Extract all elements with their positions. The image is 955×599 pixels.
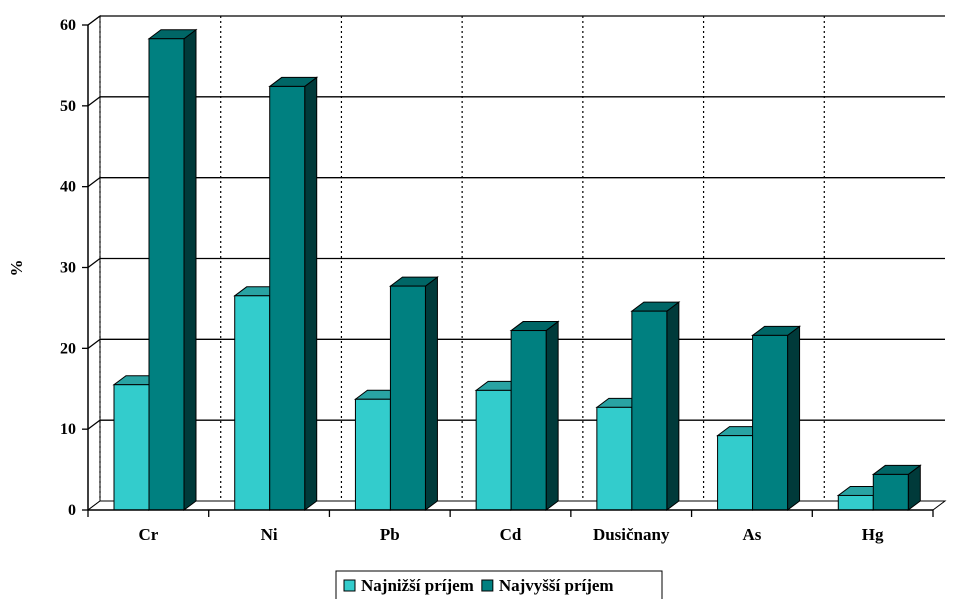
gridline-side <box>87 338 101 349</box>
bar-front <box>631 310 668 511</box>
y-axis-title: % <box>7 260 26 277</box>
bar-front <box>113 384 150 511</box>
bar-front <box>354 398 391 511</box>
bar <box>871 464 922 511</box>
gridline-side <box>87 177 101 188</box>
bar-front <box>872 473 909 511</box>
y-tick-label: 40 <box>60 179 76 196</box>
bar-side <box>183 28 197 511</box>
legend-item: Najvyšší príjem <box>481 576 614 595</box>
bar-front <box>269 85 306 511</box>
legend-label: Najvyšší príjem <box>499 576 614 595</box>
gridline-side <box>87 419 101 430</box>
bar <box>630 301 681 511</box>
bar-front <box>148 38 185 511</box>
bar-front <box>837 494 874 511</box>
bar <box>509 320 560 511</box>
y-tick-label: 10 <box>60 421 76 438</box>
y-tick-label: 30 <box>60 260 76 277</box>
bar-front <box>475 389 512 511</box>
x-tick-label: Hg <box>862 525 884 544</box>
bar-side <box>545 320 559 511</box>
legend-swatch <box>481 579 494 592</box>
axes <box>82 24 934 517</box>
x-tick-label: Ni <box>261 525 278 544</box>
bar-front <box>752 334 789 511</box>
legend-box <box>335 570 663 599</box>
bar-side <box>787 325 801 511</box>
x-category-labels: Cr Ni Pb Cd Dusičnany As Hg <box>138 525 884 544</box>
gridline-side <box>87 96 101 107</box>
bar-side <box>304 76 318 511</box>
y-tick-labels: 0 10 20 30 40 50 60 <box>60 17 76 519</box>
y-tick-label: 50 <box>60 98 76 115</box>
legend: Najnižší príjem Najvyšší príjem <box>335 570 663 599</box>
bar <box>147 28 198 511</box>
bars <box>112 28 922 511</box>
x-tick-label: Dusičnany <box>593 525 670 544</box>
bar-front <box>510 330 547 511</box>
x-tick-label: Pb <box>380 525 400 544</box>
bar <box>751 325 802 511</box>
gridline-side <box>87 257 101 269</box>
legend-label: Najnižší príjem <box>361 576 474 595</box>
x-tick-label: As <box>742 525 761 544</box>
bar-side <box>424 276 438 511</box>
bar-front <box>717 435 754 511</box>
x-tick-label: Cr <box>138 525 158 544</box>
legend-item: Najnižší príjem <box>343 576 474 595</box>
bar-front <box>389 285 426 511</box>
x-tick-label: Cd <box>500 525 522 544</box>
bar <box>388 276 439 511</box>
y-tick-label: 20 <box>60 340 76 357</box>
y-tick-label: 60 <box>60 17 76 34</box>
legend-swatch <box>343 579 356 592</box>
y-tick-label: 0 <box>68 502 76 519</box>
bar-side <box>666 301 680 511</box>
bar <box>268 76 319 511</box>
bar-front <box>596 406 633 511</box>
bar-front <box>234 295 271 511</box>
gridline-side <box>87 15 101 26</box>
